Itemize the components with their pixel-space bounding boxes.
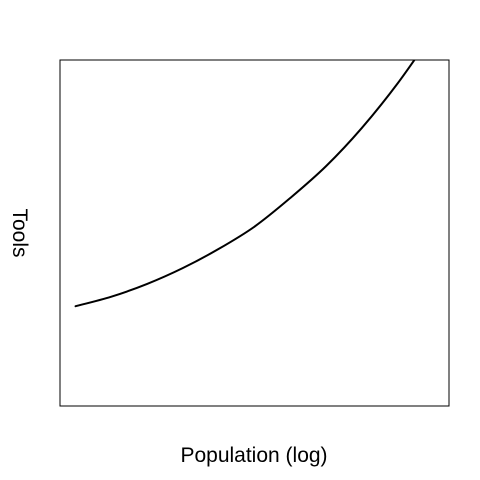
series-layer (74, 60, 416, 308)
series-line-0 (74, 60, 416, 308)
y-axis-label: Tools (8, 208, 31, 257)
plot-area-border (59, 59, 450, 407)
x-axis-label: Population (log) (180, 444, 327, 467)
